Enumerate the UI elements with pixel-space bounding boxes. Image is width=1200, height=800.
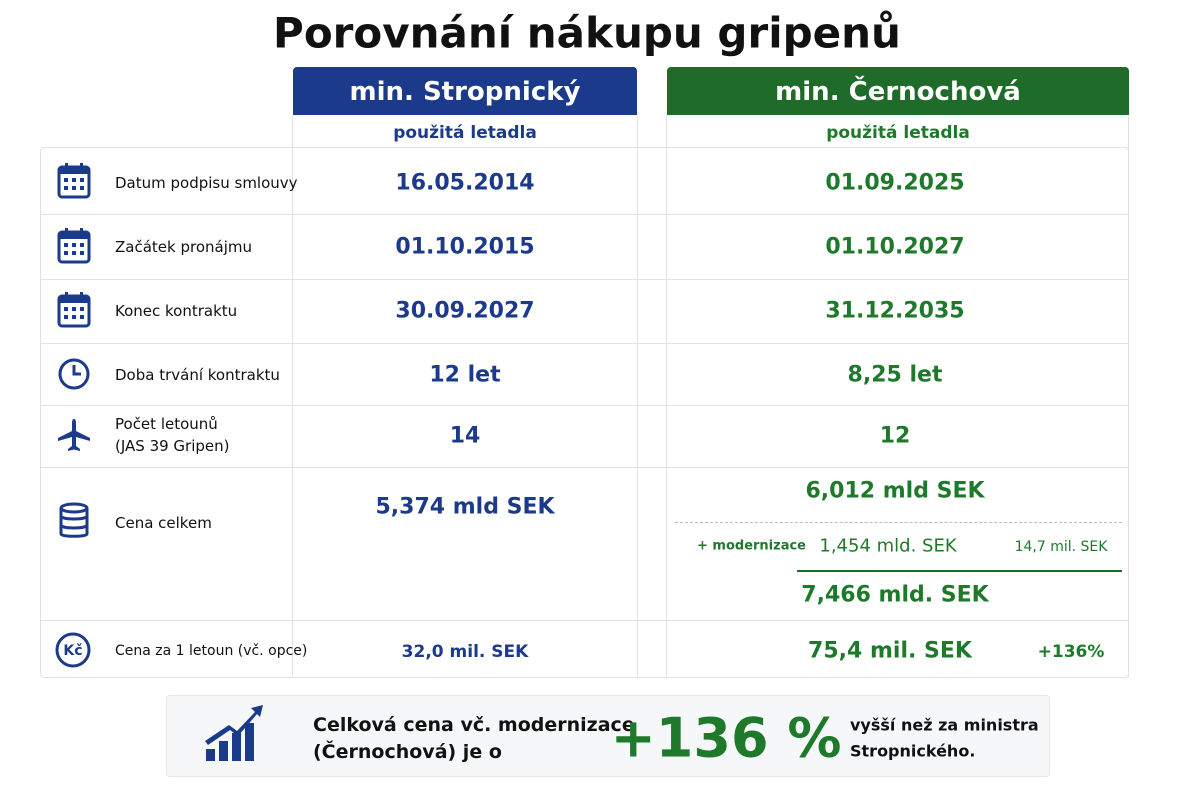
row-label-sub: (JAS 39 Gripen) [115, 437, 230, 455]
row-label: Cena za 1 letoun (vč. opce) [115, 643, 308, 659]
value: 01.10.2015 [395, 234, 535, 260]
column-name: min. Stropnický [349, 77, 581, 107]
divider [637, 115, 638, 678]
coins-icon [59, 502, 89, 538]
value: 01.09.2025 [825, 170, 965, 196]
divider [666, 115, 667, 678]
row-label: Konec kontraktu [115, 302, 238, 320]
row-line [40, 467, 1129, 468]
footer-value: +136 % [610, 706, 842, 770]
value: 8,25 let [847, 362, 943, 388]
column-header [293, 67, 637, 115]
column-name: min. Černochová [775, 77, 1021, 107]
modernization-per-plane: 14,7 mil. SEK [1014, 539, 1108, 555]
svg-text:Kč: Kč [63, 643, 82, 659]
value: 30.09.2027 [395, 298, 535, 324]
footer-note: Stropnického. [850, 741, 976, 761]
value: 12 [879, 423, 911, 449]
divider [292, 115, 293, 678]
value: 01.10.2027 [825, 234, 965, 260]
value: 14 [449, 423, 481, 449]
calendar-icon [57, 163, 91, 199]
plane-icon [58, 419, 90, 451]
row-line [40, 620, 1129, 621]
footer-box [166, 695, 1050, 777]
footer-note: vyšší než za ministra [850, 715, 1039, 735]
dashed-line [675, 522, 1122, 523]
row-line [40, 279, 1129, 280]
modernization-label: + modernizace [697, 538, 807, 554]
calendar-icon [57, 228, 91, 264]
calendar-icon [57, 292, 91, 328]
modernization-value: 1,454 mld. SEK [819, 535, 957, 557]
footer-text: Celková cena vč. modernizace [313, 714, 635, 736]
column-header [667, 67, 1129, 115]
clock-icon [58, 358, 90, 390]
column-subtitle: použitá letadla [393, 123, 537, 143]
row-label: Datum podpisu smlouvy [115, 174, 298, 192]
value: 6,012 mld SEK [805, 478, 985, 504]
row-label: Doba trvání kontraktu [115, 366, 280, 384]
row-line [40, 214, 1129, 215]
divider [1128, 115, 1129, 678]
sum-line [797, 570, 1122, 572]
footer-text: (Černochová) je o [313, 741, 502, 763]
column-subtitle: použitá letadla [826, 123, 970, 143]
growth-icon [205, 705, 263, 761]
value: 16.05.2014 [395, 170, 535, 196]
row-label: Počet letounů [115, 415, 218, 433]
value: 32,0 mil. SEK [401, 642, 529, 662]
value: 75,4 mil. SEK [808, 638, 972, 664]
total-value: 7,466 mld. SEK [801, 582, 989, 608]
change: +136% [1037, 642, 1105, 662]
value: 31.12.2035 [825, 298, 965, 324]
value: 12 let [429, 362, 501, 388]
row-label: Začátek pronájmu [115, 238, 252, 256]
row-line [40, 343, 1129, 344]
row-line [40, 405, 1129, 406]
title: Porovnání nákupu gripenů [273, 8, 901, 58]
row-label: Cena celkem [115, 514, 212, 532]
currency-icon: Kč [55, 632, 91, 668]
value: 5,374 mld SEK [375, 494, 555, 520]
